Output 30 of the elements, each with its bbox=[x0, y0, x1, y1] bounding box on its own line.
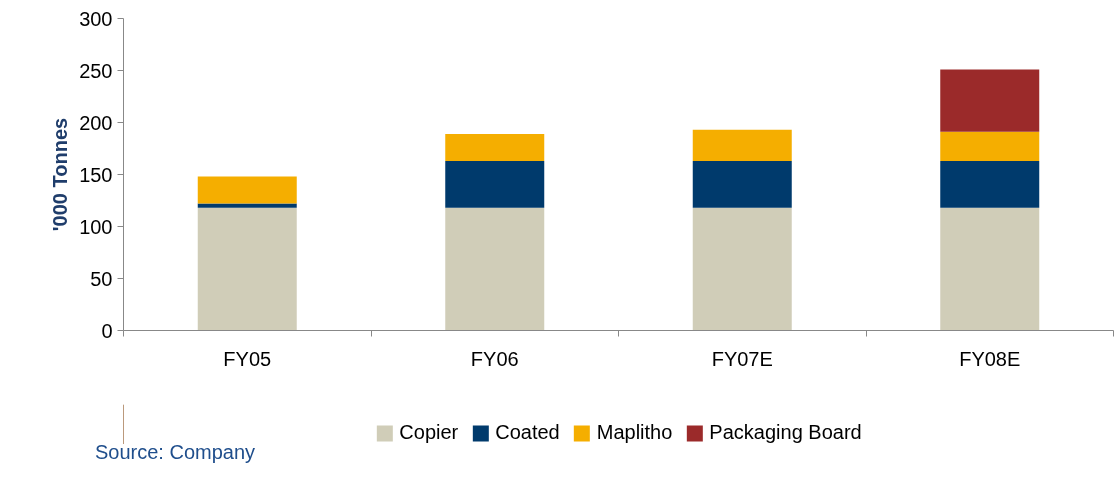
legend-label: Maplitho bbox=[596, 421, 673, 444]
y-tick-label: 0 bbox=[101, 319, 113, 342]
y-axis-title: '000 Tonnes bbox=[49, 117, 72, 232]
bar bbox=[445, 207, 545, 331]
bar bbox=[692, 160, 792, 208]
x-tick-label: FY05 bbox=[223, 347, 272, 370]
bar bbox=[197, 176, 297, 204]
x-tick-label: FY07E bbox=[711, 347, 773, 370]
y-tick-label: 50 bbox=[90, 267, 113, 290]
bar bbox=[940, 207, 1040, 331]
bar bbox=[940, 131, 1040, 161]
legend-label: Packaging Board bbox=[709, 421, 862, 444]
y-tick-label: 150 bbox=[79, 163, 113, 186]
y-tick-label: 250 bbox=[79, 59, 113, 82]
y-tick-label: 100 bbox=[79, 215, 113, 238]
x-tick-label: FY06 bbox=[470, 347, 519, 370]
bar bbox=[197, 207, 297, 331]
y-tick-label: 200 bbox=[79, 111, 113, 134]
bar bbox=[197, 203, 297, 208]
bar bbox=[445, 133, 545, 161]
bar bbox=[445, 160, 545, 208]
legend-label: Copier bbox=[399, 421, 459, 444]
x-tick-label: FY08E bbox=[959, 347, 1021, 370]
y-tick-label: 300 bbox=[79, 7, 113, 30]
bar bbox=[692, 129, 792, 161]
bar bbox=[940, 160, 1040, 208]
legend-label: Coated bbox=[495, 421, 560, 444]
source-note: Source: Company bbox=[95, 440, 256, 465]
bar bbox=[692, 207, 792, 331]
bar bbox=[940, 69, 1040, 132]
